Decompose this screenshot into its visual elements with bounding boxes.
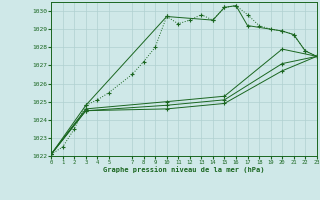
X-axis label: Graphe pression niveau de la mer (hPa): Graphe pression niveau de la mer (hPa) xyxy=(103,167,265,173)
